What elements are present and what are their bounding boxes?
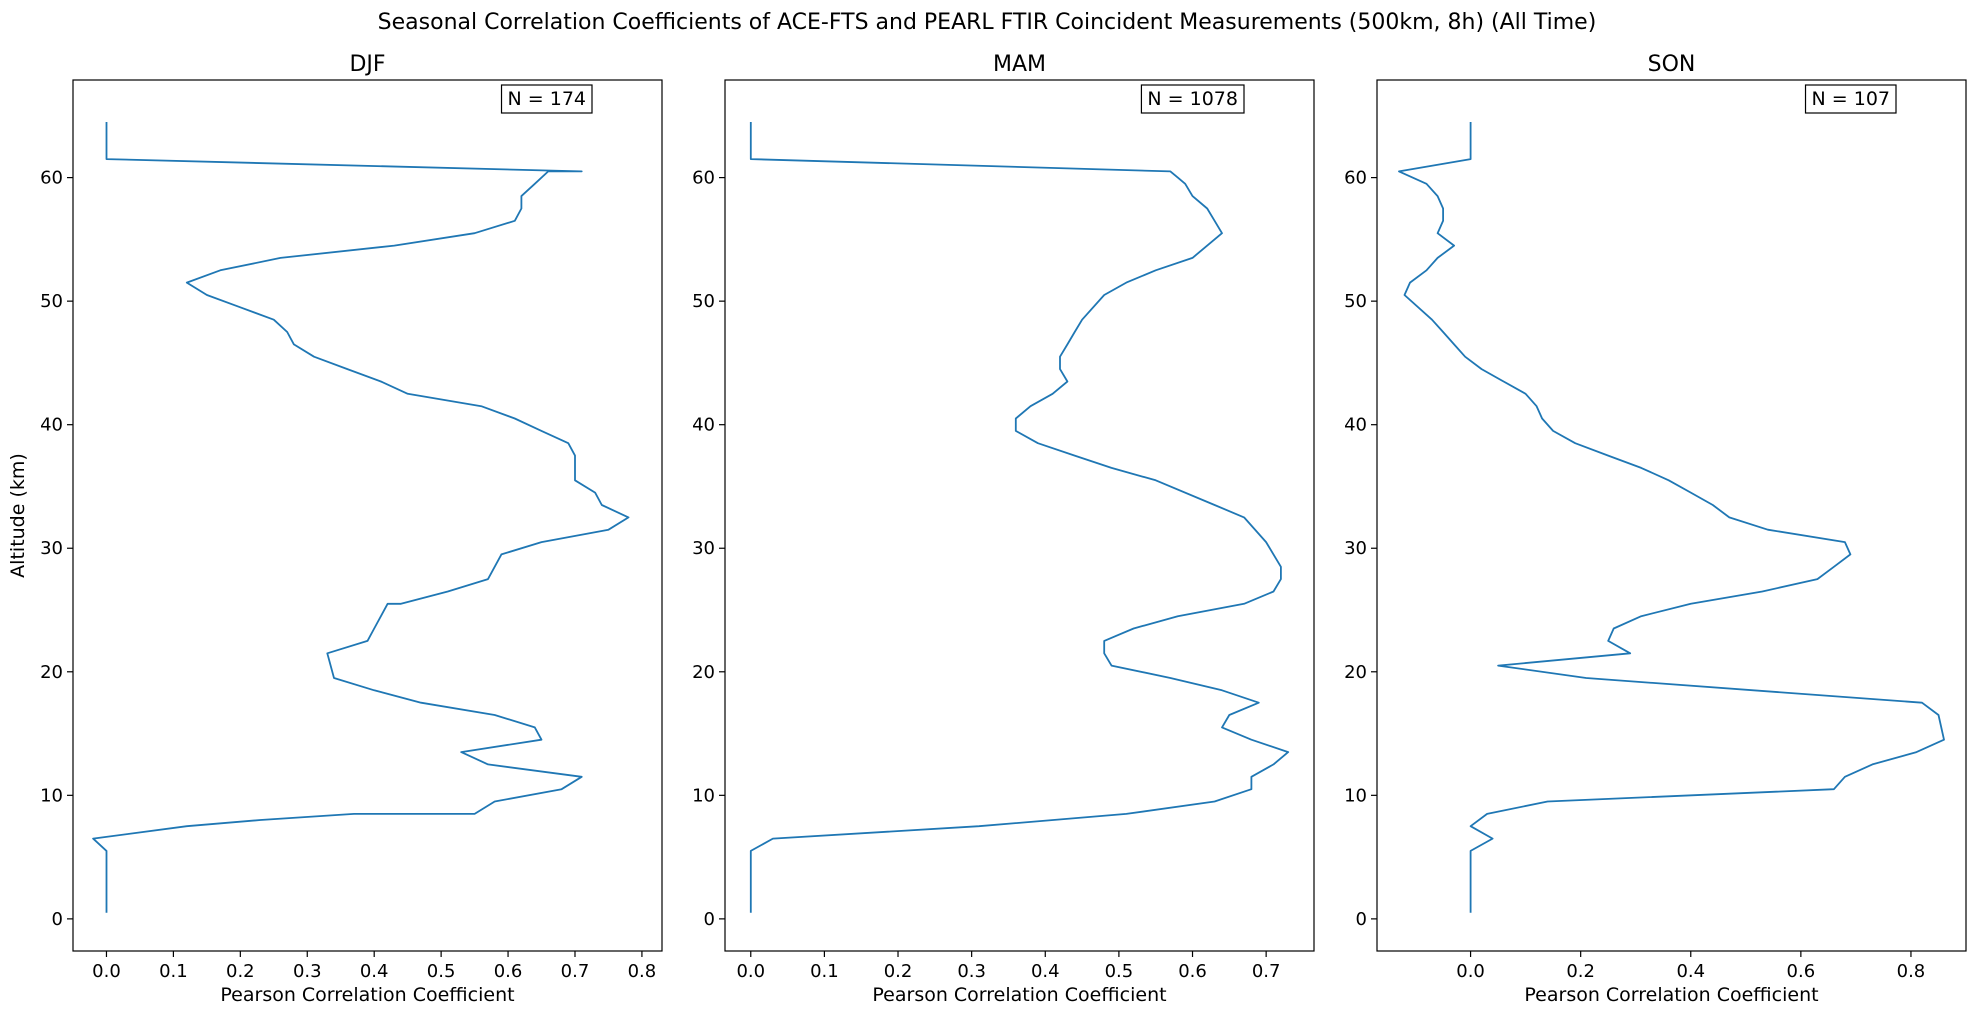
chart-panel-son: SON 0.0 0.2 0.4 0.6 0.8 0 10 20 30 40 50 60 Pearson C… — [1344, 52, 1967, 1006]
y-tick-label: 10 — [692, 785, 715, 806]
series-line — [749, 122, 1290, 913]
x-tick-label: 0.8 — [1897, 961, 1926, 982]
y-tick-label: 40 — [40, 415, 63, 436]
axes-frame — [72, 79, 663, 952]
x-tick-label: 0.0 — [92, 961, 121, 982]
x-tick-label: 0.6 — [494, 961, 523, 982]
axes-frame — [724, 79, 1315, 952]
y-tick-label: 60 — [40, 168, 63, 189]
chart-panel-mam: MAM 0.0 0.1 0.2 0.3 0.4 0.5 0.6 0.7 0 10 20 30 40 50 60… — [692, 52, 1315, 1006]
x-tick-label: 0.4 — [1676, 961, 1705, 982]
annotation-box — [1804, 84, 1897, 114]
y-tick-label: 20 — [40, 662, 63, 683]
y-tick-label: 50 — [692, 291, 715, 312]
y-tick-label: 10 — [40, 785, 63, 806]
y-tick-label: 20 — [1344, 662, 1367, 683]
panel-title: DJF — [349, 52, 385, 77]
sample-count-annotation: N = 174 — [508, 88, 586, 110]
x-axis-label: Pearson Correlation Coefficient — [872, 984, 1166, 1006]
y-tick-label: 0 — [52, 909, 63, 930]
y-tick-label: 60 — [692, 168, 715, 189]
x-tick-label: 0.1 — [159, 961, 188, 982]
y-tick-label: 50 — [1344, 291, 1367, 312]
x-tick-label: 0.7 — [561, 961, 590, 982]
y-tick-label: 60 — [1344, 168, 1367, 189]
y-tick-label: 10 — [1344, 785, 1367, 806]
y-tick-label: 0 — [704, 909, 715, 930]
x-tick-label: 0.0 — [1456, 961, 1485, 982]
x-tick-label: 0.3 — [293, 961, 322, 982]
y-tick-label: 40 — [1344, 415, 1367, 436]
y-axis-label: Altitude (km) — [7, 453, 29, 578]
sample-count-annotation: N = 1078 — [1147, 88, 1238, 110]
x-tick-label: 0.2 — [226, 961, 255, 982]
x-tick-label: 0.6 — [1787, 961, 1816, 982]
chart-panel-djf: DJF 0.0 0.1 0.2 0.3 0.4 0.5 0.6 0.7 0.8 0 10 20 30 40 5… — [7, 52, 663, 1006]
x-tick-label: 0.0 — [736, 961, 765, 982]
x-tick-label: 0.5 — [427, 961, 456, 982]
x-tick-label: 0.3 — [957, 961, 986, 982]
annotation-box — [500, 84, 593, 114]
chart-panels: DJF 0.0 0.1 0.2 0.3 0.4 0.5 0.6 0.7 0.8 0 10 20 30 40 5… — [7, 52, 1967, 1006]
y-tick-label: 30 — [1344, 538, 1367, 559]
x-tick-label: 0.5 — [1105, 961, 1134, 982]
x-axis-label: Pearson Correlation Coefficient — [1524, 984, 1818, 1006]
axes-frame — [1376, 79, 1967, 952]
x-tick-label: 0.6 — [1178, 961, 1207, 982]
series-line — [1398, 122, 1945, 913]
x-tick-label: 0.4 — [360, 961, 389, 982]
y-tick-label: 30 — [692, 538, 715, 559]
x-tick-label: 0.2 — [1566, 961, 1595, 982]
x-tick-label: 0.4 — [1031, 961, 1060, 982]
y-tick-label: 30 — [40, 538, 63, 559]
x-axis-label: Pearson Correlation Coefficient — [220, 984, 514, 1006]
panel-title: SON — [1648, 52, 1696, 77]
y-tick-label: 0 — [1356, 909, 1367, 930]
series-line — [92, 122, 630, 913]
annotation-box — [1140, 84, 1245, 114]
y-tick-label: 40 — [692, 415, 715, 436]
y-tick-label: 20 — [692, 662, 715, 683]
x-tick-label: 0.8 — [628, 961, 657, 982]
x-tick-label: 0.7 — [1252, 961, 1281, 982]
y-tick-label: 50 — [40, 291, 63, 312]
x-tick-label: 0.1 — [810, 961, 839, 982]
x-tick-label: 0.2 — [884, 961, 913, 982]
figure-suptitle: Seasonal Correlation Coefficients of ACE… — [378, 10, 1597, 35]
panel-title: MAM — [993, 52, 1046, 77]
sample-count-annotation: N = 107 — [1812, 88, 1890, 110]
